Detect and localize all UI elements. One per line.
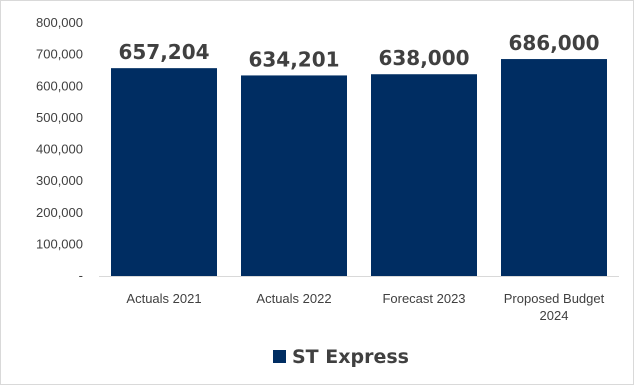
- x-tick-label: Forecast 2023: [382, 291, 465, 306]
- legend-swatch: [273, 350, 286, 363]
- y-tick-label: 400,000: [36, 142, 83, 157]
- bar: [501, 59, 607, 276]
- data-label: 634,201: [248, 47, 339, 71]
- y-tick-label: 600,000: [36, 78, 83, 93]
- bar: [371, 74, 477, 276]
- y-tick-label: -: [79, 268, 83, 283]
- y-tick-label: 200,000: [36, 205, 83, 220]
- y-tick-label: 100,000: [36, 236, 83, 251]
- x-axis: Actuals 2021 Actuals 2022 Forecast 2023 Pro…: [126, 291, 604, 323]
- x-tick-label: Actuals 2022: [256, 291, 331, 306]
- legend: ST Express: [273, 346, 409, 368]
- bar: [241, 75, 347, 277]
- bars: [111, 59, 607, 277]
- y-tick-label: 500,000: [36, 110, 83, 125]
- data-label: 638,000: [378, 46, 469, 70]
- y-tick-label: 800,000: [36, 15, 83, 30]
- y-tick-label: 300,000: [36, 173, 83, 188]
- data-label: 657,204: [118, 40, 209, 64]
- data-label: 686,000: [508, 31, 599, 55]
- x-tick-label: Proposed Budget: [504, 291, 605, 306]
- data-labels: 657,204 634,201 638,000 686,000: [118, 31, 599, 71]
- legend-label: ST Express: [292, 346, 409, 368]
- y-tick-label: 700,000: [36, 47, 83, 62]
- x-tick-label: 2024: [540, 308, 569, 323]
- y-axis: - 100,000 200,000 300,000 400,000 500,000 600,…: [36, 15, 83, 283]
- bar: [111, 68, 217, 276]
- x-tick-label: Actuals 2021: [126, 291, 201, 306]
